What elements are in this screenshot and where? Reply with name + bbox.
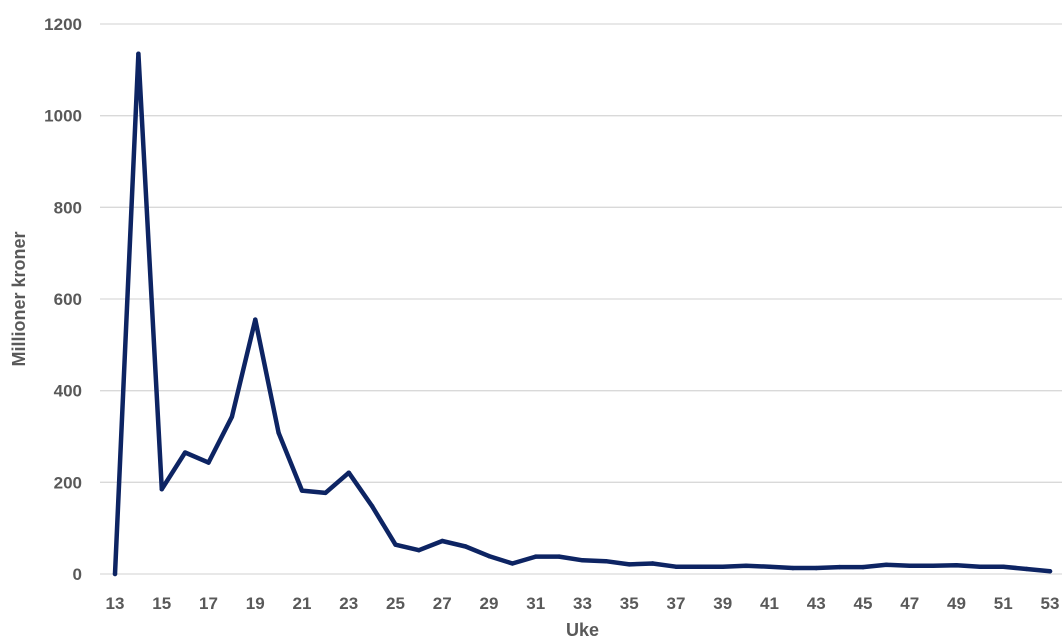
x-tick-label: 23	[339, 594, 358, 613]
x-tick-label: 45	[854, 594, 873, 613]
x-tick-label: 29	[480, 594, 499, 613]
data-point	[837, 564, 842, 570]
data-point	[510, 561, 515, 566]
y-tick-label: 200	[54, 473, 82, 492]
data-point	[323, 490, 328, 496]
data-point	[884, 562, 889, 568]
x-tick-label: 53	[1041, 594, 1060, 613]
x-tick-label: 17	[199, 594, 218, 613]
data-point	[346, 470, 351, 475]
x-tick-label: 27	[433, 594, 452, 613]
y-tick-label: 600	[54, 290, 82, 309]
x-tick-label: 37	[667, 594, 686, 613]
data-point	[556, 554, 562, 559]
y-tick-label: 0	[73, 565, 82, 584]
data-point	[440, 538, 445, 544]
data-point	[486, 553, 492, 559]
data-point	[1047, 569, 1053, 574]
data-point	[954, 563, 959, 568]
x-tick-label: 51	[994, 594, 1013, 613]
x-tick-label: 15	[152, 594, 171, 613]
gridlines	[100, 23, 1062, 575]
data-point	[1001, 564, 1006, 569]
y-axis-ticks: 0 200 400 600 800 1000 1200	[44, 15, 82, 584]
data-point	[767, 564, 772, 569]
data-point	[206, 460, 211, 465]
x-tick-label: 13	[106, 594, 125, 613]
y-axis-title: Millioner kroner	[9, 231, 29, 366]
x-tick-label: 47	[900, 594, 919, 613]
y-tick-label: 400	[54, 382, 82, 401]
data-point	[393, 542, 398, 547]
data-point	[369, 503, 375, 509]
data-point	[299, 488, 305, 493]
data-point	[182, 450, 188, 455]
data-point	[276, 430, 281, 436]
x-tick-label: 33	[573, 594, 592, 613]
data-point	[790, 565, 796, 571]
series-line	[112, 51, 1053, 577]
data-point	[697, 564, 702, 569]
data-point	[463, 544, 468, 549]
data-point	[136, 51, 141, 56]
data-point	[229, 414, 235, 419]
x-tick-label: 49	[947, 594, 966, 613]
data-point	[650, 561, 655, 566]
data-point	[159, 487, 164, 492]
x-tick-label: 41	[760, 594, 779, 613]
data-point	[814, 565, 819, 571]
data-point	[603, 558, 609, 564]
data-point	[907, 563, 912, 568]
x-axis-title: Uke	[566, 620, 599, 640]
data-point	[743, 563, 749, 568]
x-tick-label: 35	[620, 594, 639, 613]
x-tick-label: 31	[526, 594, 545, 613]
x-axis-ticks: 13 15 17 19 21 23 25 27 29 31 33 35 37 39 41 43 45 47 49 51…	[106, 594, 1060, 613]
data-point	[977, 564, 983, 569]
x-tick-label: 21	[293, 594, 312, 613]
data-point	[720, 564, 725, 569]
data-point	[860, 564, 866, 570]
data-point	[112, 571, 118, 577]
y-tick-label: 1200	[44, 15, 82, 34]
data-point	[416, 547, 422, 553]
y-tick-label: 800	[54, 198, 82, 217]
data-point	[253, 317, 258, 322]
data-point	[533, 554, 538, 559]
data-point	[1024, 566, 1029, 572]
x-tick-label: 19	[246, 594, 265, 613]
series-layer	[112, 51, 1053, 577]
data-point	[930, 563, 936, 568]
x-tick-label: 25	[386, 594, 405, 613]
data-point	[580, 558, 585, 563]
x-tick-label: 43	[807, 594, 826, 613]
y-tick-label: 1000	[44, 107, 82, 126]
x-tick-label: 39	[713, 594, 732, 613]
data-point	[627, 562, 632, 567]
data-point	[673, 564, 679, 569]
